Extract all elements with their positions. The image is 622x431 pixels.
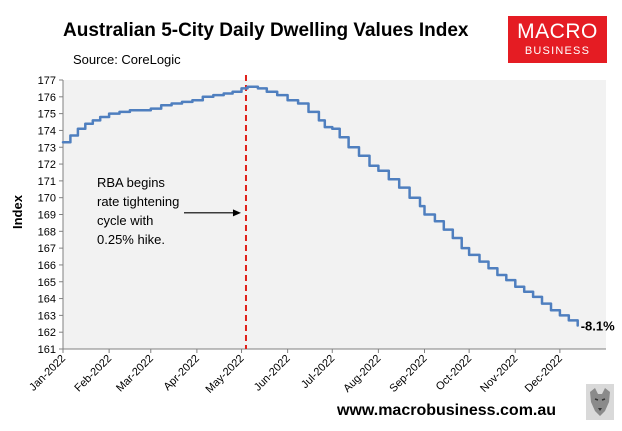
- x-tick-label: Feb-2022: [72, 353, 114, 395]
- annotation-arrowhead: [232, 209, 241, 217]
- y-tick-label: 171: [38, 176, 56, 188]
- wolf-icon: [586, 384, 614, 420]
- y-tick-label: 169: [38, 210, 56, 222]
- x-tick-label: May-2022: [204, 353, 247, 396]
- y-tick-label: 177: [38, 75, 56, 87]
- y-tick-label: 165: [38, 277, 56, 289]
- website-link[interactable]: www.macrobusiness.com.au: [337, 402, 557, 419]
- y-tick-label: 164: [38, 294, 56, 306]
- x-tick-label: Dec-2022: [523, 353, 565, 395]
- chart-subtitle: Source: CoreLogic: [73, 52, 181, 67]
- x-tick-label: Jun-2022: [252, 353, 293, 394]
- y-tick-label: 175: [38, 109, 56, 121]
- annotation: RBA begins rate tightening cycle with 0.25%…: [97, 175, 179, 247]
- x-tick-label: Jul-2022: [299, 353, 337, 391]
- y-tick-label: 161: [38, 344, 56, 356]
- y-tick-label: 172: [38, 159, 56, 171]
- y-tick-label: 166: [38, 260, 56, 272]
- y-tick-label: 174: [38, 125, 56, 137]
- annotation-text-line: rate tightening: [97, 194, 179, 209]
- x-tick-label: Jan-2022: [27, 353, 68, 394]
- annotation-text-line: 0.25% hike.: [97, 232, 165, 247]
- x-tick-label: Mar-2022: [114, 353, 156, 395]
- x-tick-label: Apr-2022: [162, 353, 202, 393]
- annotation-text-line: RBA begins: [97, 175, 165, 190]
- y-axis-ticks: 161 162 163 164 165 166 167 168 169 170 171 172 173 1…: [38, 75, 64, 356]
- end-value-label: -8.1%: [581, 318, 615, 333]
- chart-title: Australian 5-City Daily Dwelling Values …: [63, 20, 469, 41]
- y-tick-label: 163: [38, 310, 56, 322]
- y-tick-label: 176: [38, 92, 56, 104]
- x-tick-label: Nov-2022: [478, 353, 520, 395]
- logo-text-macro: MACRO: [517, 20, 598, 43]
- y-tick-label: 168: [38, 226, 56, 238]
- series-line: [61, 85, 579, 327]
- annotation-text-line: cycle with: [97, 213, 153, 228]
- macrobusiness-logo[interactable]: MACRO BUSINESS: [508, 16, 607, 63]
- plot-area: [63, 80, 606, 349]
- x-tick-label: Aug-2022: [341, 353, 383, 395]
- y-tick-label: 167: [38, 243, 56, 255]
- x-axis-ticks: Jan-2022 Feb-2022 Mar-2022 Apr-2022 May-2022…: [27, 348, 606, 396]
- x-tick-label: Oct-2022: [434, 353, 474, 393]
- y-tick-label: 173: [38, 142, 56, 154]
- y-tick-label: 170: [38, 193, 56, 205]
- y-tick-label: 162: [38, 327, 56, 339]
- logo-text-business: BUSINESS: [524, 45, 591, 57]
- x-tick-label: Sep-2022: [387, 353, 429, 395]
